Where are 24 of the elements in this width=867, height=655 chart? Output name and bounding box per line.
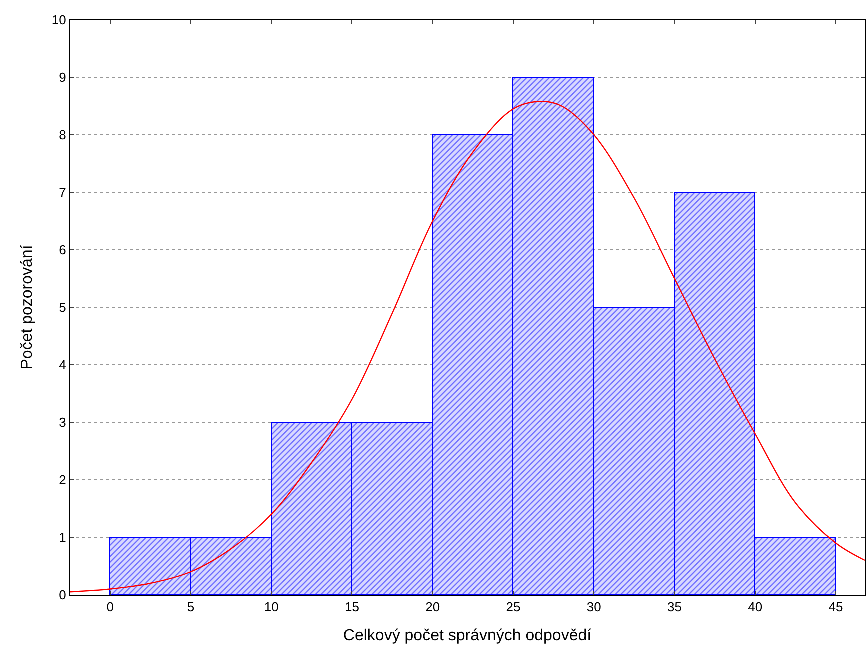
y-tick-label: 6 (59, 242, 66, 258)
x-tick-label: 20 (426, 600, 440, 615)
x-tick-label: 25 (506, 600, 521, 615)
y-tick-label: 0 (59, 588, 66, 603)
x-tick-label: 10 (264, 600, 279, 615)
y-tick-label: 7 (59, 185, 66, 200)
y-tick-label: 8 (59, 128, 66, 143)
x-tick-label: 15 (344, 600, 360, 615)
x-tick-label: 30 (586, 600, 602, 615)
x-tick-label: 40 (748, 600, 763, 615)
y-axis-title: Počet pozorování (18, 244, 36, 370)
y-tick-label: 2 (59, 472, 66, 488)
y-tick-label: 9 (59, 70, 66, 86)
line-series (70, 101, 865, 593)
x-tick-label: 45 (828, 600, 844, 615)
y-tick-label: 5 (59, 300, 66, 316)
y-tick-label: 4 (59, 358, 66, 373)
y-tick-label: 1 (59, 530, 66, 546)
x-tick-label: 0 (106, 600, 114, 615)
y-tick-label: 3 (59, 415, 66, 430)
x-tick-label: 35 (667, 600, 682, 615)
y-tick-label: 10 (52, 12, 66, 28)
x-tick-label: 5 (187, 600, 195, 615)
x-axis-title: Celkový počet správných odpovědí (343, 627, 592, 644)
